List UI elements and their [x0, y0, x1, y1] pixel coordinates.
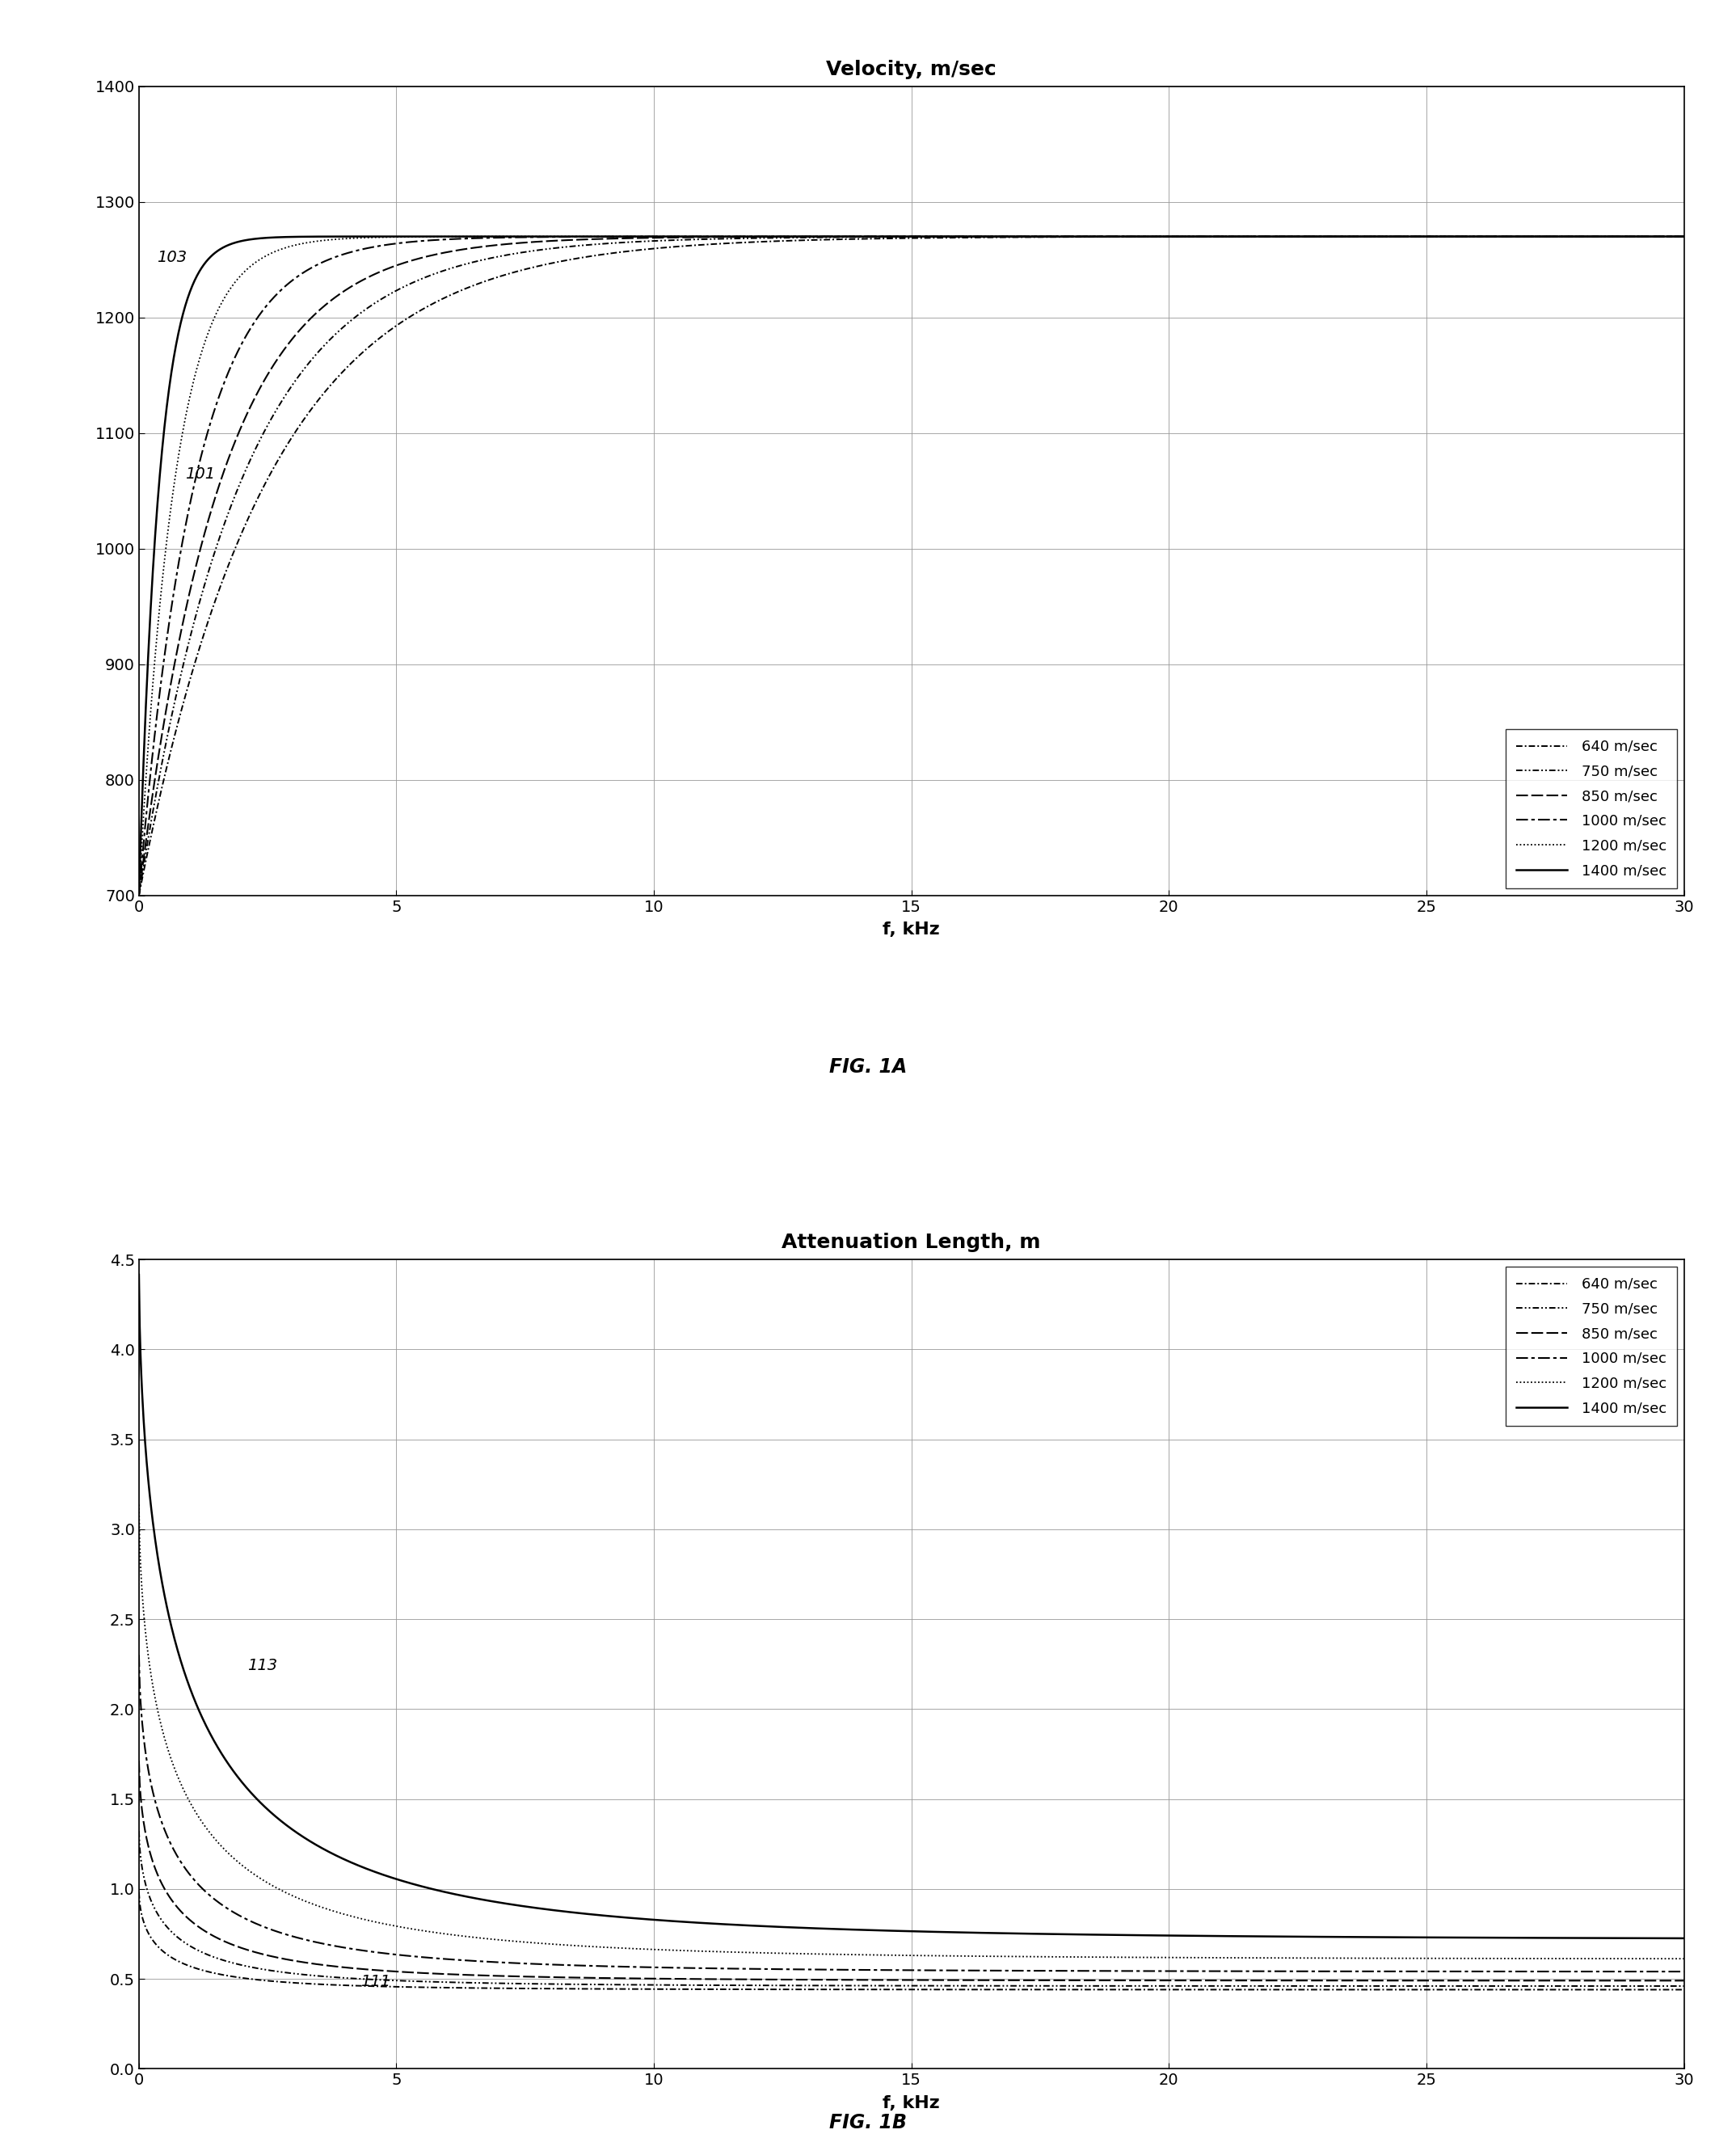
X-axis label: f, kHz: f, kHz: [884, 2095, 939, 2112]
Title: Attenuation Length, m: Attenuation Length, m: [781, 1233, 1042, 1252]
Text: 103: 103: [156, 250, 187, 265]
Text: FIG. 1A: FIG. 1A: [830, 1056, 906, 1078]
Text: 101: 101: [186, 465, 215, 481]
Text: FIG. 1B: FIG. 1B: [830, 2112, 906, 2133]
Legend: 640 m/sec, 750 m/sec, 850 m/sec, 1000 m/sec, 1200 m/sec, 1400 m/sec: 640 m/sec, 750 m/sec, 850 m/sec, 1000 m/…: [1505, 728, 1677, 888]
X-axis label: f, kHz: f, kHz: [884, 922, 939, 937]
Legend: 640 m/sec, 750 m/sec, 850 m/sec, 1000 m/sec, 1200 m/sec, 1400 m/sec: 640 m/sec, 750 m/sec, 850 m/sec, 1000 m/…: [1505, 1267, 1677, 1427]
Text: 111: 111: [361, 1974, 391, 1989]
Title: Velocity, m/sec: Velocity, m/sec: [826, 60, 996, 80]
Text: 113: 113: [247, 1657, 278, 1672]
